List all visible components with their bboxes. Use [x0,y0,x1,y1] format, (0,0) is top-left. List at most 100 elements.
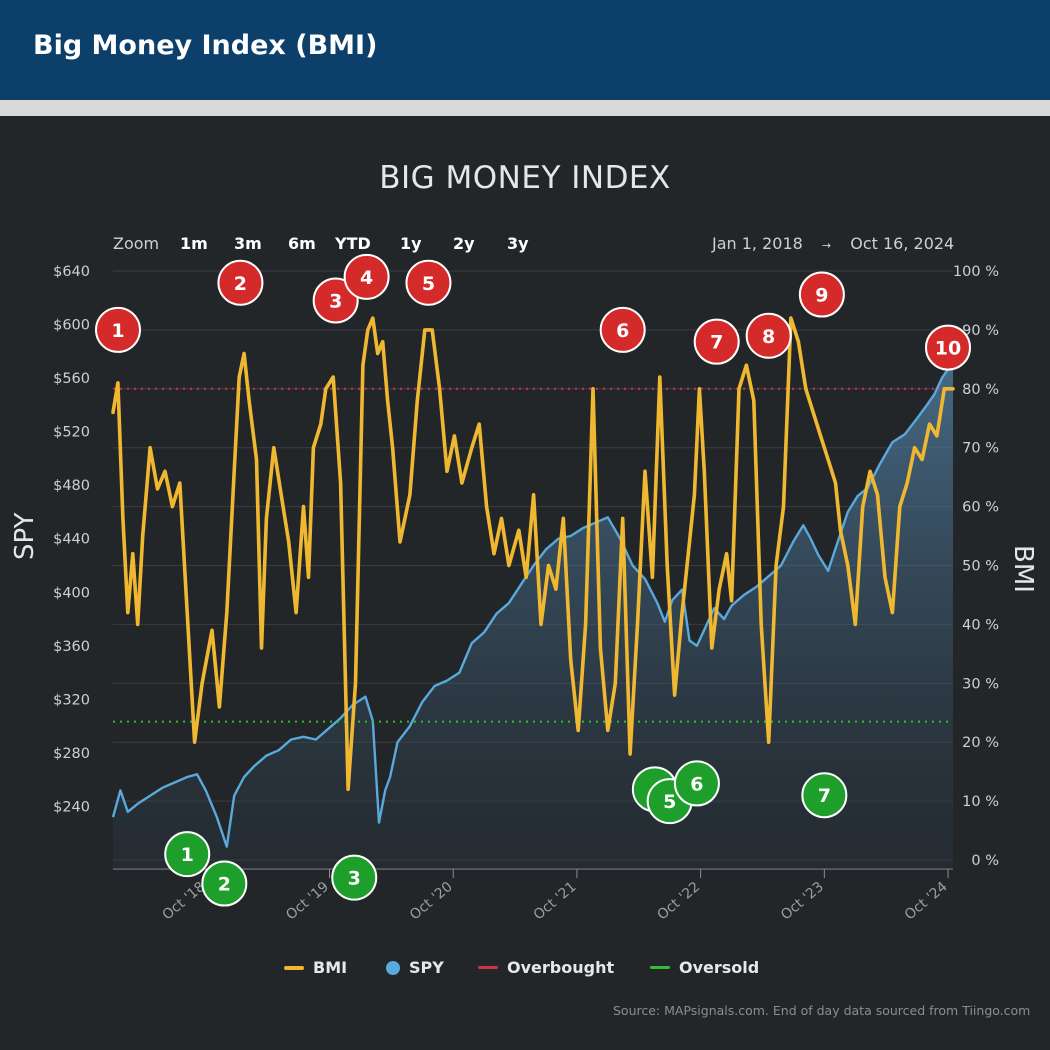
overbought-marker: 9 [798,271,845,318]
overbought-marker: 10 [925,324,971,371]
zoom-3y-button[interactable]: 3y [507,234,529,253]
x-tick-label: Oct '21 [531,879,580,924]
source-note: Source: MAPsignals.com. End of day data … [613,1003,1031,1018]
y-right-tick-label: 60 % [962,500,999,516]
oversold-marker: 2 [201,860,248,907]
overbought-marker: 2 [217,259,264,306]
zoom-1m-button[interactable]: 1m [180,234,208,253]
overbought-marker: 6 [599,306,646,353]
y-right-tick-label: 70 % [962,441,999,457]
banner-title: Big Money Index (BMI) [33,30,378,61]
bmi-series-line [111,316,955,792]
right-axis-ticks: 0 % 10 % 20 % 30 % 40 % 50 % 60 % 70 % 80 % 90 % 1… [953,264,999,869]
y-left-tick-label: $520 [53,425,90,441]
legend-item-oversold[interactable]: Oversold [650,958,759,977]
oversold-marker-circle [801,772,848,819]
bmi-line [111,316,955,792]
overbought-marker-label: 1 [111,320,124,342]
x-tick-label: Oct '18 [160,879,209,924]
overbought-marker-circle [925,324,971,371]
overbought-marker-circle [693,318,740,365]
spy-series-line [111,361,954,848]
oversold-marker-label: 1 [181,844,194,866]
overbought-marker-label: 6 [616,320,629,342]
y-left-tick-label: $360 [53,639,90,655]
overbought-marker-circle [405,259,452,306]
oversold-marker-label: 3 [348,868,361,890]
legend-overbought-label: Overbought [507,958,615,977]
legend-bmi-label: BMI [313,958,348,977]
y-left-tick-label: $480 [53,478,90,494]
overbought-marker-circle [343,253,390,300]
x-axis-ticks: Oct '18 Oct '19 Oct '20 Oct '21 Oct '22 Oct '… [160,869,951,923]
chart-title: BIG MONEY INDEX [379,160,671,196]
overbought-marker-circle [312,277,359,324]
overbought-marker-circle [217,259,264,306]
oversold-marker-label: 2 [218,874,231,896]
x-tick-label: Oct '20 [407,879,456,924]
y-right-tick-label: 10 % [962,794,999,810]
oversold-marker: 1 [164,831,211,878]
y-right-tick-label: 20 % [962,735,999,751]
y-left-tick-label: $560 [53,371,90,387]
legend-item-spy[interactable]: SPY [386,958,444,977]
overbought-marker: 3 [312,277,359,324]
overbought-marker: 1 [95,306,141,353]
y-right-tick-label: 100 % [953,264,999,280]
spy-area-fill [113,362,953,869]
oversold-marker: 3 [331,854,378,901]
legend-oversold-swatch [650,966,670,969]
y-right-tick-label: 40 % [962,617,999,633]
overbought-marker-label: 3 [329,290,342,312]
left-axis-ticks: $240 $280 $320 $360 $400 $440 $480 $520 $560 $600… [53,264,90,815]
oversold-marker: 7 [801,772,848,819]
y-right-tick-label: 0 % [971,853,999,869]
overbought-marker: 8 [745,312,792,359]
overbought-marker: 5 [405,259,452,306]
oversold-marker-circle [331,854,378,901]
range-to-input[interactable]: Oct 16, 2024 [850,234,955,253]
range-from-input[interactable]: Jan 1, 2018 [712,234,803,253]
overbought-marker-label: 8 [762,326,775,348]
y-left-tick-label: $240 [53,799,90,815]
date-range: Jan 1, 2018 → Oct 16, 2024 [712,234,968,253]
overbought-marker-label: 5 [422,273,435,295]
divider-strip [0,100,1050,116]
reference-lines [113,387,953,723]
overbought-marker-circle [599,306,646,353]
y-right-tick-label: 30 % [962,676,999,692]
y-left-tick-label: $600 [53,318,90,334]
y-left-axis-title: SPY [10,512,40,561]
oversold-marker-label: 6 [690,773,703,795]
y-right-axis-title: BMI [1008,545,1038,593]
oversold-marker-label: 5 [663,791,676,813]
y-left-tick-label: $400 [53,585,90,601]
overbought-marker-label: 4 [360,267,373,289]
x-tick-label: Oct '23 [778,879,827,924]
legend-spy-swatch [386,960,400,975]
overbought-marker-label: 2 [234,273,247,295]
zoom-3m-button[interactable]: 3m [234,234,262,253]
y-right-tick-label: 80 % [962,382,999,398]
zoom-2y-button[interactable]: 2y [453,234,475,253]
arrow-right-icon: → [821,239,832,252]
legend-item-overbought[interactable]: Overbought [478,958,614,977]
zoom-1y-button[interactable]: 1y [400,234,422,253]
y-left-tick-label: $280 [53,746,90,762]
header-banner: Big Money Index (BMI) [0,0,1050,100]
overbought-marker-circle [95,306,141,353]
oversold-marker-circle [201,860,248,907]
spy-area [111,361,954,869]
y-left-tick-label: $320 [53,692,90,708]
overbought-marker-label: 7 [710,332,723,354]
legend-overbought-swatch [478,966,498,969]
x-tick-label: Oct '19 [283,879,332,924]
legend-bmi-swatch [284,965,304,970]
legend-item-bmi[interactable]: BMI [284,958,347,977]
y-left-tick-label: $640 [53,264,90,280]
zoom-6m-button[interactable]: 6m [288,234,316,253]
zoom-ytd-button[interactable]: YTD [335,234,371,253]
overbought-marker: 7 [693,318,740,365]
